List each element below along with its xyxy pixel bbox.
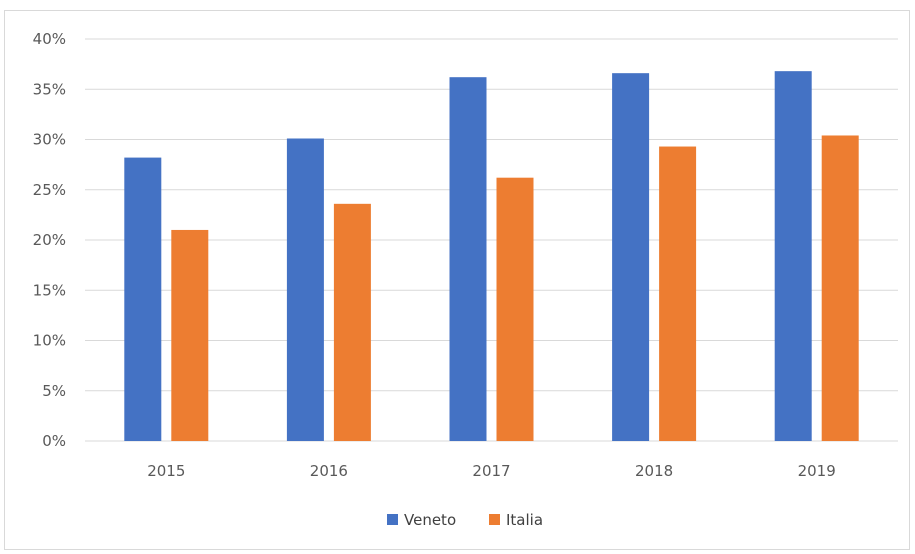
- bar-veneto-2016: [286, 138, 324, 441]
- y-tick-label: 0%: [42, 432, 66, 450]
- bar-italia-2015: [171, 229, 209, 441]
- bar-italia-2018: [659, 146, 697, 441]
- y-tick-label: 25%: [33, 181, 66, 199]
- legend-swatch-veneto: [387, 514, 398, 525]
- y-tick-label: 5%: [42, 382, 66, 400]
- y-tick-label: 20%: [33, 231, 66, 249]
- gridlines: [85, 38, 898, 442]
- x-axis-tick-labels: 2015 2016 2017 2018 2019: [147, 462, 836, 480]
- y-tick-label: 15%: [33, 281, 66, 299]
- y-tick-label: 10%: [33, 332, 66, 350]
- y-tick-label: 35%: [33, 80, 66, 98]
- legend: Veneto Italia: [387, 511, 543, 529]
- y-axis-tick-labels: 0% 5% 10% 15% 20% 25% 30% 35% 40%: [33, 30, 66, 450]
- legend-label-italia: Italia: [506, 511, 543, 529]
- bar-veneto-2018: [612, 73, 650, 442]
- bars: [124, 71, 859, 442]
- x-tick-label: 2016: [310, 462, 348, 480]
- bar-italia-2016: [333, 203, 371, 441]
- bar-veneto-2017: [449, 77, 487, 441]
- x-tick-label: 2017: [472, 462, 510, 480]
- bar-italia-2017: [496, 177, 534, 441]
- bar-veneto-2015: [124, 157, 162, 441]
- bar-veneto-2019: [774, 71, 812, 441]
- x-tick-label: 2015: [147, 462, 185, 480]
- bar-italia-2019: [821, 135, 859, 442]
- x-tick-label: 2018: [635, 462, 673, 480]
- x-tick-label: 2019: [798, 462, 836, 480]
- legend-label-veneto: Veneto: [404, 511, 456, 529]
- y-tick-label: 30%: [33, 131, 66, 149]
- legend-swatch-italia: [489, 514, 500, 525]
- y-tick-label: 40%: [33, 30, 66, 48]
